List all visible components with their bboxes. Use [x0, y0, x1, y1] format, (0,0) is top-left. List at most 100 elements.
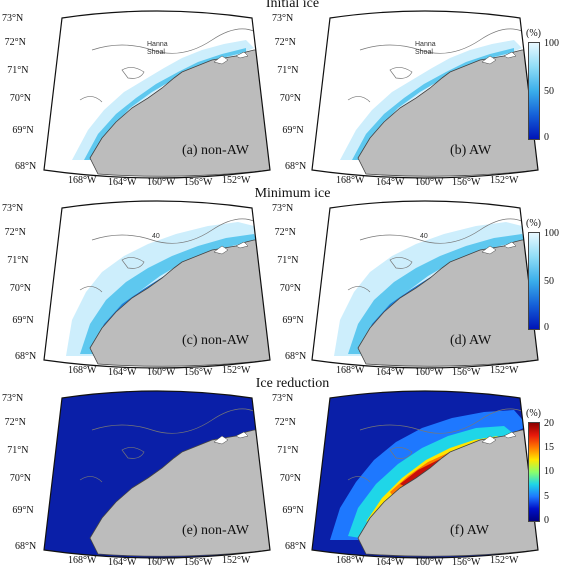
colorbar-tick: 20	[544, 418, 554, 429]
panel-label: (a) non-AW	[182, 143, 250, 158]
bathymetry-contour	[359, 28, 531, 54]
map-content	[44, 201, 270, 368]
latitude-label: 68°N	[15, 161, 36, 172]
lagoon-shape	[481, 435, 497, 445]
lagoon-shape	[213, 245, 229, 255]
bathymetry-contour	[389, 257, 413, 269]
place-label-hanna-shoal: Shoal	[147, 49, 165, 56]
longitude-label: 168°W	[336, 555, 365, 566]
latitude-label: 69°N	[282, 315, 303, 326]
place-label-hanna-shoal: Hanna	[147, 41, 168, 48]
longitude-label: 160°W	[147, 177, 176, 188]
longitude-label: 156°W	[452, 367, 481, 378]
latitude-label: 71°N	[277, 445, 298, 456]
longitude-label: 156°W	[184, 557, 213, 568]
lagoon-shape	[481, 55, 497, 65]
colorbar-minimum: (%) 100 50 0	[526, 218, 568, 338]
colorbar-tick: 5	[544, 491, 549, 502]
latitude-label: 73°N	[272, 13, 293, 24]
longitude-label: 168°W	[68, 175, 97, 186]
longitude-label: 156°W	[452, 557, 481, 568]
latitude-label: 69°N	[12, 125, 33, 136]
map-content	[44, 11, 270, 178]
bathymetry-contour	[389, 67, 413, 79]
longitude-label: 152°W	[222, 175, 251, 186]
colorbar-gradient	[528, 422, 540, 522]
map-frame	[43, 10, 271, 179]
colorbar-reduction: (%) 20 15 10 5 0	[526, 408, 568, 532]
colorbar-tick: 100	[544, 38, 559, 49]
latitude-label: 71°N	[277, 255, 298, 266]
map-svg: 40 73°N 72°N 71°N 70°N 69°N 68°N 168°W 164°W 160°…	[272, 200, 539, 378]
bathymetry-contour	[121, 257, 145, 269]
longitude-label: 164°W	[108, 367, 137, 378]
latitude-label: 69°N	[282, 505, 303, 516]
longitude-label: 152°W	[222, 555, 251, 566]
longitude-label: 152°W	[490, 365, 519, 376]
longitude-label: 164°W	[376, 557, 405, 568]
bathymetry-contour	[121, 447, 145, 459]
longitude-label: 160°W	[147, 367, 176, 378]
longitude-label: 152°W	[222, 365, 251, 376]
contour-depth-label: 40	[152, 233, 160, 240]
map-panel-c: 40 73°N 72°N 71°N 70°N 69°N 68°N 168°W 164°W 160°…	[2, 200, 292, 378]
bathymetry-contour	[347, 476, 371, 483]
map-svg: 73°N 72°N 71°N 70°N 69°N 68°N 168°W 164°W 160°W 1…	[2, 390, 271, 568]
latitude-label: 73°N	[272, 393, 293, 404]
latitude-label: 72°N	[275, 417, 296, 428]
latitude-label: 70°N	[280, 473, 301, 484]
latitude-label: 68°N	[15, 351, 36, 362]
bathymetry-contour	[79, 476, 103, 483]
map-content	[312, 201, 538, 368]
colorbar-unit: (%)	[526, 218, 541, 229]
colorbar-tick: 10	[544, 466, 554, 477]
bathymetry-contour	[347, 96, 371, 103]
longitude-label: 160°W	[415, 557, 444, 568]
lagoon-shape	[235, 431, 249, 439]
map-panel-d: 40 73°N 72°N 71°N 70°N 69°N 68°N 168°W 164°W 160°…	[272, 200, 560, 378]
longitude-label: 164°W	[108, 557, 137, 568]
latitude-label: 68°N	[285, 541, 306, 552]
latitude-label: 70°N	[10, 283, 31, 294]
latitude-label: 68°N	[285, 351, 306, 362]
bathymetry-contour	[91, 28, 263, 54]
longitude-label: 156°W	[184, 177, 213, 188]
map-content	[312, 11, 538, 178]
latitude-label: 70°N	[280, 93, 301, 104]
map-panel-a: Hanna Shoal 73°N 72°N 71°N 70°N 69°N 68°N 168°W 1…	[2, 10, 292, 188]
place-label-hanna-shoal: Shoal	[415, 49, 433, 56]
latitude-label: 70°N	[10, 473, 31, 484]
colorbar-tick: 15	[544, 442, 554, 453]
latitude-label: 71°N	[7, 445, 28, 456]
longitude-label: 156°W	[184, 367, 213, 378]
bathymetry-contour	[389, 447, 413, 459]
map-panel-b: Hanna Shoal 73°N 72°N 71°N 70°N 69°N 68°N 168°W 1…	[272, 10, 560, 188]
latitude-label: 69°N	[12, 505, 33, 516]
latitude-label: 73°N	[2, 393, 23, 404]
longitude-label: 168°W	[68, 365, 97, 376]
panel-label: (d) AW	[450, 333, 492, 348]
longitude-label: 164°W	[376, 367, 405, 378]
map-panel-f: 73°N 72°N 71°N 70°N 69°N 68°N 168°W 164°W 160°W 1…	[272, 390, 560, 568]
colorbar-tick: 50	[544, 86, 554, 97]
longitude-label: 152°W	[490, 555, 519, 566]
bathymetry-contour	[359, 218, 531, 244]
map-content	[312, 391, 538, 558]
bathymetry-contour	[91, 218, 263, 244]
latitude-label: 69°N	[282, 125, 303, 136]
colorbar-initial: (%) 100 50 0	[526, 28, 568, 148]
colorbar-tick: 0	[544, 132, 549, 143]
bathymetry-contour	[79, 286, 103, 293]
map-frame	[43, 200, 271, 369]
map-frame	[43, 390, 271, 559]
colorbar-tick: 0	[544, 515, 549, 526]
map-frame	[311, 200, 539, 369]
latitude-label: 71°N	[277, 65, 298, 76]
longitude-label: 168°W	[336, 175, 365, 186]
latitude-label: 72°N	[275, 227, 296, 238]
lagoon-shape	[213, 435, 229, 445]
place-label-hanna-shoal: Hanna	[415, 41, 436, 48]
panel-label: (c) non-AW	[182, 333, 250, 348]
longitude-label: 156°W	[452, 177, 481, 188]
